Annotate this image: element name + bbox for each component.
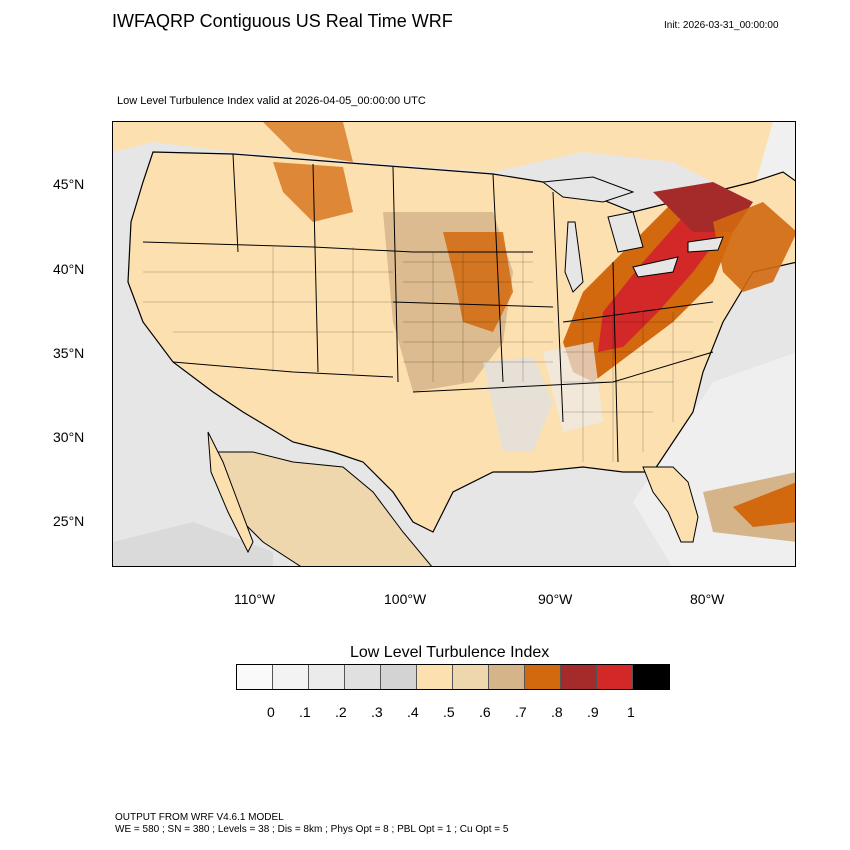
colorbar-tick-label: .5 [443, 704, 455, 720]
lat-label-35: 35°N [53, 345, 85, 361]
colorbar-tick-label: 0 [267, 704, 275, 720]
florida-landmass [642, 466, 699, 543]
colorbar-swatch [237, 665, 273, 689]
colorbar-swatch [489, 665, 525, 689]
legend-title: Low Level Turbulence Index [350, 644, 550, 661]
colorbar-swatch [633, 665, 669, 689]
lon-label-110w: 110°W [234, 591, 276, 607]
baja-landmass [207, 431, 254, 554]
colorbar-tick-label: .3 [371, 704, 383, 720]
colorbar-swatch [453, 665, 489, 689]
lon-label-80w: 80°W [690, 591, 725, 607]
init-time-label: Init: 2026-03-31_00:00:00 [664, 20, 779, 31]
lake-erie [632, 256, 679, 278]
colorbar-swatch [273, 665, 309, 689]
lat-label-30: 30°N [53, 429, 85, 445]
colorbar-swatch [345, 665, 381, 689]
colorbar-tick-label: .8 [551, 704, 563, 720]
colorbar-tick-label: .9 [587, 704, 599, 720]
colorbar-swatch [381, 665, 417, 689]
colorbar-tick-label: .7 [515, 704, 527, 720]
lat-label-25: 25°N [53, 513, 85, 529]
colorbar-tick-label: .6 [479, 704, 491, 720]
canada-orange-patch [263, 122, 353, 162]
map-canvas [113, 122, 795, 566]
colorbar-swatch [561, 665, 597, 689]
colorbar-tick-label: .1 [299, 704, 311, 720]
ohio-valley-red [598, 202, 723, 352]
colorbar-tick-label: .2 [335, 704, 347, 720]
colorbar-tick-label: 1 [627, 704, 635, 720]
lat-label-40: 40°N [53, 261, 85, 277]
texas-gray-patch [483, 357, 553, 452]
footer-model-line: OUTPUT FROM WRF V4.6.1 MODEL [115, 812, 284, 823]
turbulence-map [112, 121, 796, 567]
lat-label-45: 45°N [53, 176, 85, 192]
ocean-shade-sw [113, 522, 273, 566]
lake-ontario [687, 236, 724, 253]
montana-orange-region [273, 162, 353, 222]
lon-label-100w: 100°W [384, 591, 427, 607]
northeast-orange [713, 202, 795, 292]
lake-superior [541, 176, 635, 203]
colorbar-swatch [417, 665, 453, 689]
county-boundaries [143, 247, 713, 462]
lake-michigan [564, 221, 584, 293]
colorbar-swatch [309, 665, 345, 689]
ocean-orange-patch [733, 482, 795, 527]
lake-huron [607, 211, 644, 253]
lon-label-90w: 90°W [538, 591, 573, 607]
colorbar-swatch [597, 665, 633, 689]
colorbar [236, 664, 670, 690]
colorbar-tick-label: .4 [407, 704, 419, 720]
page-title: IWFAQRP Contiguous US Real Time WRF [112, 11, 453, 31]
valid-time-label: Low Level Turbulence Index valid at 2026… [117, 95, 426, 107]
louisiana-gray-patch [543, 342, 603, 432]
colorbar-swatch [525, 665, 561, 689]
footer-config-line: WE = 580 ; SN = 380 ; Levels = 38 ; Dis … [115, 824, 509, 835]
mexico-landmass [212, 451, 432, 566]
